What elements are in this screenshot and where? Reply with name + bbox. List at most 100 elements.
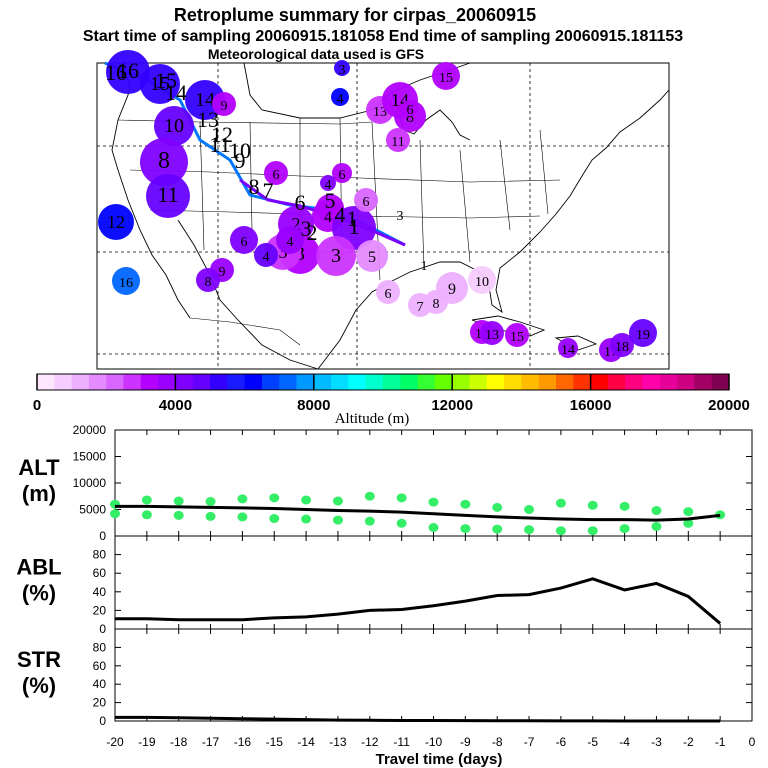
plume-cluster: 15 (505, 323, 529, 347)
plume-cluster: 4 (254, 243, 278, 267)
plume-cluster-marker (629, 319, 657, 347)
track-day-label: 13 (197, 107, 219, 132)
plume-cluster: 11 (146, 174, 190, 218)
colorbar-swatch (400, 374, 419, 390)
alt-scatter-point (587, 526, 598, 536)
track-day-label: 12 (211, 122, 233, 147)
alt-scatter-point (205, 497, 216, 507)
colorbar-swatch (434, 374, 453, 390)
alt-scatter-point (524, 525, 535, 535)
plume-cluster-label: 6 (241, 235, 248, 250)
plume-cluster-marker (610, 333, 634, 357)
plume-cluster-label: 9 (448, 281, 456, 298)
alt-scatter-point (619, 524, 630, 534)
plume-cluster-label: 16 (119, 276, 133, 291)
y-tick-label: 20 (93, 603, 107, 617)
alt-scatter-point (173, 496, 184, 506)
plume-cluster-label: 3 (339, 63, 346, 78)
colorbar-swatch (313, 374, 332, 390)
plume-cluster-label: 4 (287, 235, 294, 250)
plume-cluster-label: 3 (397, 209, 404, 224)
plume-cluster-label: 12 (107, 212, 125, 232)
alt-scatter-point (524, 505, 535, 514)
colorbar-ticks: 0 4000 8000 12000 16000 20000 (33, 374, 750, 414)
plume-cluster: 4 (320, 175, 336, 193)
track-day-label: 10 (229, 138, 251, 163)
plume-cluster-label: 8 (205, 275, 212, 290)
figure-title: Retroplume summary for cirpas_20060915 (174, 5, 536, 25)
colorbar-swatch (348, 374, 367, 390)
colorbar-label: Altitude (m) (335, 411, 410, 427)
colorbar-swatch (192, 374, 211, 390)
colorbar-swatch (158, 374, 176, 390)
plume-cluster-label: 15 (150, 73, 170, 95)
plume-cluster-label: 9 (221, 99, 228, 114)
plume-cluster-label: 3 (331, 245, 341, 267)
colorbar-swatch (452, 374, 470, 390)
x-tick-label: -9 (460, 735, 471, 749)
colorbar-swatch (365, 374, 384, 390)
x-tick-label: -7 (524, 735, 535, 749)
plume-cluster-label: 18 (615, 340, 629, 355)
colorbar-tick-label: 20000 (708, 397, 750, 414)
plume-cluster-marker (402, 100, 418, 116)
alt-scatter-point (683, 518, 694, 528)
plume-cluster-layer: 1615141081191216698665421333445678910121… (98, 50, 657, 362)
plume-cluster-marker (98, 204, 134, 240)
x-tick-label: -15 (266, 735, 284, 749)
plume-cluster-label: 9 (219, 265, 226, 280)
colorbar-tick-label: 16000 (570, 397, 612, 414)
x-tick-label: -16 (234, 735, 252, 749)
plume-cluster-marker (356, 240, 388, 272)
plume-cluster: 6 (264, 161, 288, 185)
plume-cluster-marker (154, 106, 194, 146)
x-tick-label: -13 (329, 735, 347, 749)
y-tick-label: 0 (99, 529, 106, 543)
y-tick-label: 40 (93, 677, 107, 691)
plume-cluster-label: 15 (510, 330, 524, 345)
plume-cluster-label: 10 (164, 115, 184, 137)
panel-alt: 20000 15000 10000 5000 0 ALT(m) (18, 423, 753, 543)
y-tick-label: 20000 (73, 423, 107, 437)
colorbar-swatch (694, 374, 713, 390)
y-tick-label: 60 (93, 659, 107, 673)
alt-scatter-point (269, 514, 280, 524)
colorbar-swatch (279, 374, 297, 390)
alt-scatter-point (396, 493, 407, 503)
track-day-label: 16 (105, 60, 127, 85)
alt-scatter-point (492, 502, 503, 512)
colorbar-tick-label: 12000 (431, 397, 473, 414)
plume-cluster-label: 4 (337, 92, 344, 107)
met-data-text: Meteorological data used is GFS (208, 46, 424, 62)
colorbar-swatch (711, 374, 730, 390)
x-tick-label: -2 (683, 735, 694, 749)
alt-scatter-point (396, 518, 407, 528)
track-day-label: 14 (165, 80, 187, 105)
x-tick-label: -6 (556, 735, 567, 749)
alt-scatter-point (492, 524, 503, 534)
alt-scatter-point (237, 512, 248, 522)
plume-cluster: 14 (558, 338, 578, 358)
sampling-time-text: Start time of sampling 20060915.181058 E… (83, 28, 683, 45)
x-tick-label: -19 (138, 735, 156, 749)
plume-cluster-marker (468, 266, 496, 294)
colorbar: 0 4000 8000 12000 16000 20000 Altitude (m) (33, 373, 750, 427)
alt-scatter-point (460, 499, 471, 509)
plume-cluster: 5 (356, 240, 388, 272)
track-day-label: 2 (307, 220, 318, 245)
plume-cluster-marker (386, 128, 410, 152)
plume-cluster-label: 6 (363, 195, 370, 210)
colorbar-swatch (175, 374, 194, 390)
plume-cluster-label: 6 (407, 103, 414, 118)
plume-cluster-label: 11 (157, 182, 178, 207)
alt-scatter-point (332, 515, 343, 525)
alt-scatter-point (173, 510, 184, 520)
alt-scatter-point (364, 491, 375, 501)
plume-cluster-label: 14 (195, 89, 215, 111)
y-tick-label: 10000 (73, 476, 107, 490)
plume-cluster-label: 5 (368, 249, 376, 266)
x-tick-label: -5 (587, 735, 598, 749)
colorbar-swatch (521, 374, 540, 390)
plume-cluster-label: 8 (433, 297, 440, 312)
plume-cluster: 9 (212, 92, 236, 116)
